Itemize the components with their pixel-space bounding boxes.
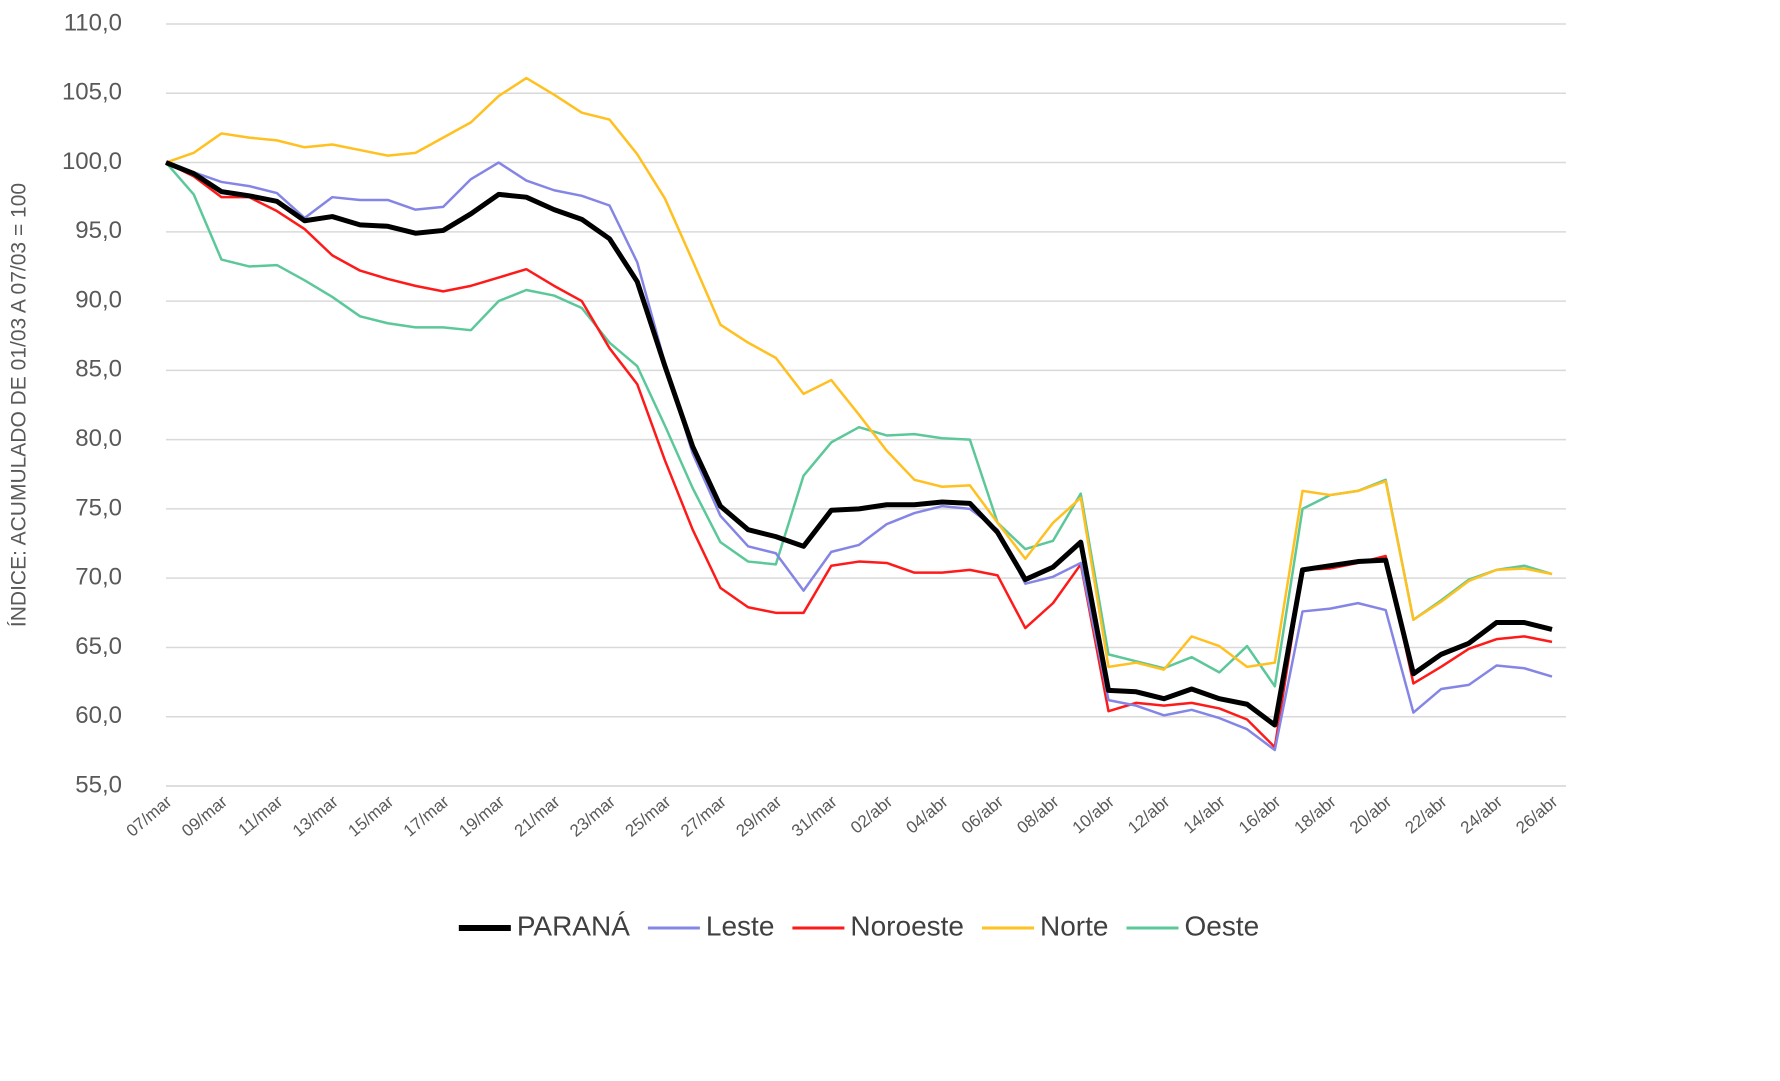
y-tick-label: 110,0 [64, 9, 122, 36]
x-tick-label: 08/abr [1013, 792, 1062, 838]
legend-label: PARANÁ [517, 910, 630, 941]
y-tick-label: 70,0 [75, 564, 122, 591]
x-tick-label: 02/abr [847, 792, 896, 838]
x-tick-label: 10/abr [1069, 792, 1118, 838]
series-line [165, 161, 1553, 749]
y-tick-label: 75,0 [75, 494, 122, 521]
x-tick-label: 11/mar [235, 792, 287, 840]
x-tick-label: 31/mar [788, 792, 841, 841]
legend-label: Norte [1040, 910, 1108, 941]
series-line [165, 161, 1553, 752]
x-tick-label: 04/abr [902, 792, 951, 838]
legend-label: Noroeste [850, 910, 964, 941]
x-tick-label: 09/mar [178, 792, 231, 841]
x-tick-label: 13/mar [289, 792, 342, 841]
x-tick-label: 20/abr [1346, 792, 1395, 838]
x-tick-label: 21/mar [511, 792, 564, 841]
y-tick-label: 85,0 [75, 356, 122, 383]
series-line [165, 76, 1553, 671]
y-tick-label: 95,0 [75, 217, 122, 244]
y-tick-label: 90,0 [75, 286, 122, 313]
x-tick-label: 19/mar [455, 792, 508, 841]
x-tick-label: 27/mar [677, 792, 730, 841]
x-tick-label: 24/abr [1457, 792, 1506, 838]
legend-label: Leste [706, 910, 775, 941]
series-line [165, 160, 1553, 728]
legend-label: Oeste [1184, 910, 1259, 941]
x-tick-label: 12/abr [1124, 792, 1173, 838]
y-tick-label: 55,0 [75, 771, 122, 798]
x-tick-label: 23/mar [566, 792, 619, 841]
y-tick-label: 100,0 [62, 148, 122, 175]
x-tick-label: 14/abr [1180, 792, 1229, 838]
x-tick-label: 22/abr [1401, 792, 1450, 838]
x-tick-label: 07/mar [123, 792, 176, 841]
y-tick-label: 65,0 [75, 633, 122, 660]
x-tick-label: 16/abr [1235, 792, 1284, 838]
x-tick-label: 26/abr [1512, 792, 1561, 838]
y-tick-label: 105,0 [62, 79, 122, 106]
x-tick-label: 25/mar [622, 792, 675, 841]
x-tick-label: 29/mar [733, 792, 786, 841]
y-tick-label: 80,0 [75, 425, 122, 452]
y-tick-label: 60,0 [75, 702, 122, 729]
x-tick-label: 18/abr [1291, 792, 1340, 838]
x-tick-label: 06/abr [958, 792, 1007, 838]
y-axis-title: ÍNDICE: ACUMULADO DE 01/03 A 07/03 = 100 [8, 183, 31, 627]
series-line [165, 161, 1553, 688]
x-tick-label: 17/mar [400, 792, 453, 841]
x-tick-label: 15/mar [344, 792, 397, 841]
